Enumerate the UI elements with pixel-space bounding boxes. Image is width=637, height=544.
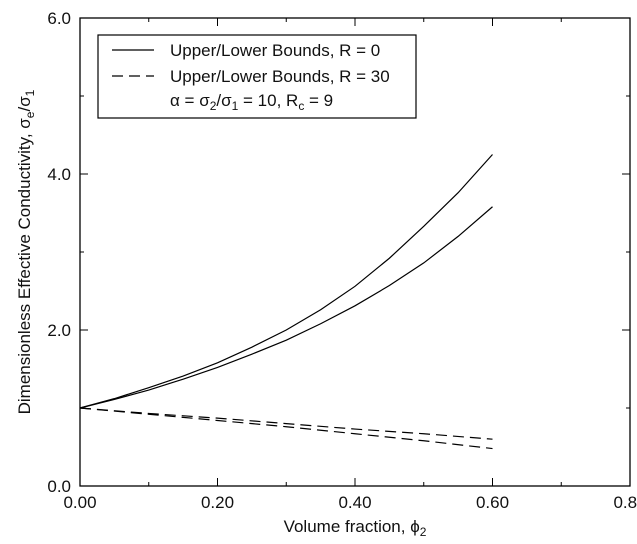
series-line-solid-0 (79, 154, 493, 409)
series-line-dashed-2 (79, 407, 493, 440)
y-tick-label: 0.0 (47, 477, 71, 496)
y-axis-title-main: Dimensionless Effective Conductivity, σ (15, 118, 34, 415)
y-tick-label: 2.0 (47, 321, 71, 340)
x-tick-label: 0.60 (476, 493, 509, 512)
note-sub-b: 1 (232, 99, 239, 113)
y-axis-title-sub-1: 1 (23, 89, 37, 96)
y-axis-title-sub-e: e (23, 111, 37, 118)
note-sub-a: 2 (210, 99, 217, 113)
legend-label-r30: Upper/Lower Bounds, R = 30 (170, 67, 390, 86)
legend-label-r0: Upper/Lower Bounds, R = 0 (170, 41, 380, 60)
x-tick-label: 0.20 (201, 493, 234, 512)
x-axis-title-sub: 2 (420, 525, 427, 539)
y-tick-label: 4.0 (47, 165, 71, 184)
note-alpha: α = σ (170, 91, 210, 110)
legend: Upper/Lower Bounds, R = 0 Upper/Lower Bo… (97, 34, 417, 119)
series-line-dashed-3 (79, 407, 493, 450)
x-tick-label: 0.00 (63, 493, 96, 512)
axis-ticks (79, 17, 631, 487)
series-line-solid-1 (79, 206, 493, 409)
x-axis-title-main: Volume fraction, ϕ (284, 517, 420, 536)
y-tick-label: 6.0 (47, 9, 71, 28)
note-sub-c: c (298, 99, 304, 113)
series-group (79, 154, 493, 450)
note-mid: /σ (216, 91, 232, 110)
x-tick-label: 0.40 (338, 493, 371, 512)
legend-note: α = σ2/σ1 = 10, Rc = 9 (170, 91, 333, 113)
x-axis-title: Volume fraction, ϕ2 (284, 517, 427, 539)
y-axis-title-mid: /σ (15, 96, 34, 112)
note-rest: = 10, R (238, 91, 298, 110)
y-axis-title: Dimensionless Effective Conductivity, σe… (15, 89, 37, 414)
note-end: = 9 (304, 91, 333, 110)
x-tick-label: 0.80 (613, 493, 637, 512)
tick-labels: 0.00 0.20 0.40 0.60 0.80 0.0 2.0 4.0 6.0 (47, 9, 637, 512)
